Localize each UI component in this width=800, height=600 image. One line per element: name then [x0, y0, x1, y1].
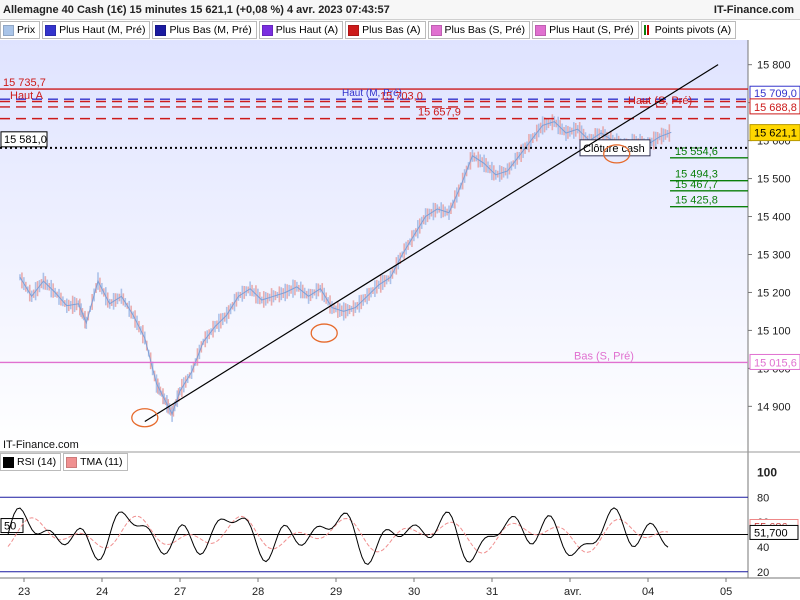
- legend-item-plus-bas-s[interactable]: Plus Bas (S, Pré): [427, 21, 531, 39]
- x-tick-label: 05: [720, 586, 732, 598]
- rsi-value-label: 51,700: [754, 527, 788, 539]
- level-tag-box: [749, 353, 800, 370]
- rsi-midline-tag: [0, 518, 24, 534]
- color-swatch-icon: [348, 24, 360, 36]
- current-price-label: 15 621,1: [754, 128, 797, 140]
- color-swatch-icon: [3, 456, 14, 468]
- legend-label: RSI (14): [17, 456, 57, 468]
- legend-item-points-pivots[interactable]: Points pivots (A): [640, 21, 737, 39]
- level-label: 15 467,7: [675, 179, 718, 191]
- rsi-tick-label: 40: [757, 542, 769, 554]
- legend-label: Points pivots (A): [654, 24, 732, 36]
- legend-item-plus-bas-m[interactable]: Plus Bas (M, Pré): [152, 21, 257, 39]
- legend-label: Plus Bas (A): [362, 24, 421, 36]
- level-label: 15 657,9: [418, 107, 461, 119]
- level-label: 15 494,3: [675, 169, 718, 181]
- chart-header: Allemagne 40 Cash (1€) 15 minutes 15 621…: [0, 0, 800, 20]
- rsi-tick-label: 80: [757, 492, 769, 504]
- price-series-line: [19, 121, 672, 416]
- level-name: Haut A: [10, 90, 44, 102]
- touch-point-circle: [603, 144, 631, 164]
- legend-item-plus-bas-a[interactable]: Plus Bas (A): [345, 21, 426, 39]
- level-label: 15 425,8: [675, 195, 718, 207]
- rsi-plot-area: [0, 470, 748, 578]
- y-tick-label: 14 900: [757, 401, 791, 413]
- legend-label: Plus Bas (M, Pré): [169, 24, 252, 36]
- color-swatch-icon: [430, 24, 442, 36]
- chart-title: Allemagne 40 Cash (1€) 15 minutes 15 621…: [3, 4, 390, 16]
- chart-watermark: IT-Finance.com: [3, 439, 79, 451]
- y-tick-label: 15 100: [757, 325, 791, 337]
- price-plot-area: [0, 40, 748, 450]
- x-tick-label: 23: [18, 586, 30, 598]
- tma-series-line: [7, 515, 669, 554]
- x-tick-label: 31: [486, 586, 498, 598]
- rsi-tick-label: 20: [757, 567, 769, 579]
- legend-item-plus-haut-s[interactable]: Plus Haut (S, Pré): [532, 21, 639, 39]
- legend-label: TMA (11): [80, 456, 123, 468]
- level-label: 15 709,0: [754, 88, 797, 100]
- rsi-series-line: [7, 507, 669, 566]
- color-swatch-icon: [45, 24, 57, 36]
- color-swatch-icon: [535, 24, 547, 36]
- y-tick-label: 15 200: [757, 287, 791, 299]
- level-name: Bas (S, Pré): [574, 350, 634, 362]
- brand-link[interactable]: IT-Finance.com: [713, 4, 794, 16]
- level-label: 15 735,7: [3, 77, 46, 89]
- y-tick-label: 15 500: [757, 174, 791, 186]
- touch-point-circle: [310, 323, 338, 343]
- legend-item-plus-haut-m[interactable]: Plus Haut (M, Pré): [42, 21, 151, 39]
- level-name: Haut (M, Pré): [342, 88, 402, 99]
- color-swatch-icon: [261, 24, 273, 36]
- level-label: 15 703,0: [380, 91, 423, 103]
- legend-item-prix[interactable]: Prix: [0, 21, 41, 39]
- x-tick-label: 24: [96, 586, 108, 598]
- rsi-legend: RSI (14) TMA (11): [0, 453, 130, 471]
- rsi-value-tag: [749, 524, 799, 540]
- level-label: 15 688,8: [754, 102, 797, 114]
- touch-point-circle: [131, 408, 159, 428]
- level-label: 15 581,0: [4, 134, 47, 146]
- color-swatch-icon: [155, 24, 167, 36]
- price-swatch-icon: [3, 24, 14, 36]
- indicator-legend: Prix Plus Haut (M, Pré) Plus Bas (M, Pré…: [0, 21, 738, 39]
- legend-item-tma[interactable]: TMA (11): [63, 453, 128, 471]
- rsi-tick-label: 100: [757, 465, 777, 479]
- legend-label: Plus Bas (S, Pré): [444, 24, 526, 36]
- legend-label: Plus Haut (M, Pré): [59, 24, 146, 36]
- y-tick-label: 15 800: [757, 60, 791, 72]
- legend-item-rsi[interactable]: RSI (14): [0, 453, 62, 471]
- legend-label: Plus Haut (A): [275, 24, 339, 36]
- x-tick-label: 28: [252, 586, 264, 598]
- legend-label: Plus Haut (S, Pré): [549, 24, 634, 36]
- level-label: 15 015,6: [754, 357, 797, 369]
- x-tick-label: 04: [642, 586, 654, 598]
- level-tag-box: [0, 131, 48, 148]
- legend-item-plus-haut-a[interactable]: Plus Haut (A): [258, 21, 344, 39]
- x-tick-label: 30: [408, 586, 420, 598]
- level-tag-box: [579, 139, 651, 157]
- x-tick-label: 29: [330, 586, 342, 598]
- y-tick-label: 15 400: [757, 212, 791, 224]
- color-swatch-icon: [66, 456, 78, 468]
- trendline: [144, 64, 719, 423]
- level-tag-box: [749, 98, 800, 115]
- y-tick-label: 15 300: [757, 249, 791, 261]
- x-tick-label: 27: [174, 586, 186, 598]
- x-tick-label: avr.: [564, 586, 582, 598]
- legend-label: Prix: [17, 24, 36, 36]
- current-price-tag: [749, 124, 800, 142]
- pivot-swatch-icon: [643, 25, 652, 35]
- level-label: 15 554,6: [675, 146, 718, 158]
